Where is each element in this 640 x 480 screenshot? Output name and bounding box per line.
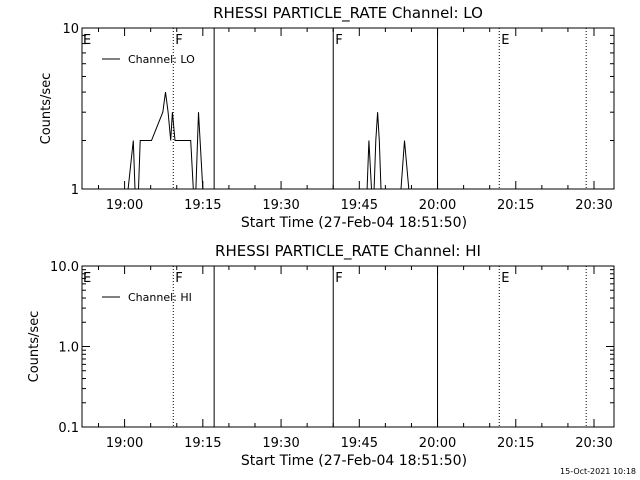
panel2-event-marker-label: F — [175, 271, 182, 286]
panel2-legend-entry: Channel: HI — [128, 291, 192, 304]
panel1-x-tick-label: 20:00 — [419, 198, 456, 213]
panel2-x-axis-label: Start Time (27-Feb-04 18:51:50) — [241, 453, 467, 469]
panel1-event-marker-label-left: E — [83, 33, 91, 48]
panel1-series-line-1 — [82, 92, 438, 190]
panel1-event-marker-label: F — [175, 33, 182, 48]
panel1-x-tick-label: 19:00 — [106, 198, 143, 213]
panel2-y-tick-label: 0.1 — [58, 421, 79, 436]
panel1-x-tick-label: 19:15 — [184, 198, 221, 213]
panel2-x-tick-label: 19:45 — [341, 436, 378, 451]
panel2-event-marker-label: E — [501, 271, 509, 286]
panel2-x-tick-label: 19:30 — [262, 436, 299, 451]
panel2-x-tick-label: 20:00 — [419, 436, 456, 451]
footer-timestamp: 15-Oct-2021 10:18 — [560, 467, 636, 476]
panel2-x-tick-label: 20:30 — [575, 436, 612, 451]
panel2-event-marker-label: F — [335, 271, 342, 286]
panel1-x-tick-label: 20:30 — [575, 198, 612, 213]
panel1-y-tick-label: 1 — [71, 183, 79, 198]
panel1-chart-title: RHESSI PARTICLE_RATE Channel: LO — [213, 4, 483, 23]
panel2-event-marker-label-left: E — [83, 271, 91, 286]
panel2-x-tick-label: 20:15 — [497, 436, 534, 451]
panel2-chart-title: RHESSI PARTICLE_RATE Channel: HI — [215, 242, 481, 261]
panel2-y-axis-label: Counts/sec — [27, 311, 42, 383]
panel2-y-tick-label: 1.0 — [58, 341, 79, 356]
panel2-y-tick-label: 10.0 — [50, 260, 79, 275]
panel1-x-tick-label: 19:45 — [341, 198, 378, 213]
panel1-event-marker-label: E — [501, 33, 509, 48]
panel1-x-tick-label: 19:30 — [262, 198, 299, 213]
panel1-event-marker-label: F — [335, 33, 342, 48]
panel2-x-tick-label: 19:00 — [106, 436, 143, 451]
panel1-y-tick-label: 10 — [62, 22, 79, 37]
panel1-x-axis-label: Start Time (27-Feb-04 18:51:50) — [241, 215, 467, 231]
panel1-legend-entry: Channel: LO — [128, 53, 195, 66]
panel1-y-axis-label: Counts/sec — [39, 73, 54, 145]
panel1-x-tick-label: 20:15 — [497, 198, 534, 213]
panel2-x-tick-label: 19:15 — [184, 436, 221, 451]
